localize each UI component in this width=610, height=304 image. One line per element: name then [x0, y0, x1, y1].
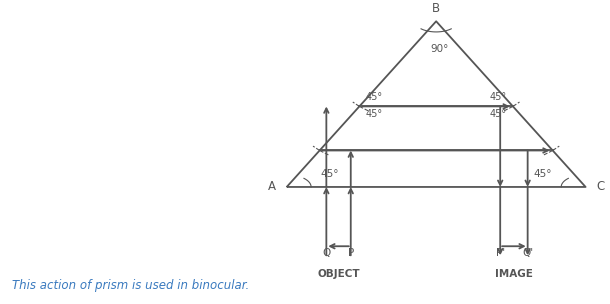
Text: 45°: 45° [365, 109, 382, 119]
Text: P: P [348, 248, 354, 258]
Text: Q: Q [322, 248, 331, 258]
Text: This action of prism is used in binocular.: This action of prism is used in binocula… [12, 279, 249, 292]
Text: B: B [432, 2, 440, 15]
Text: OBJECT: OBJECT [317, 269, 360, 279]
Text: 45°: 45° [365, 92, 382, 102]
Text: 45°: 45° [490, 109, 507, 119]
Text: 45°: 45° [534, 169, 552, 179]
Text: C: C [597, 181, 605, 193]
Text: P': P' [496, 248, 504, 258]
Text: 45°: 45° [490, 92, 507, 102]
Text: Q': Q' [522, 248, 533, 258]
Text: 90°: 90° [430, 44, 448, 54]
Text: A: A [268, 181, 276, 193]
Text: 45°: 45° [320, 169, 339, 179]
Text: IMAGE: IMAGE [495, 269, 533, 279]
